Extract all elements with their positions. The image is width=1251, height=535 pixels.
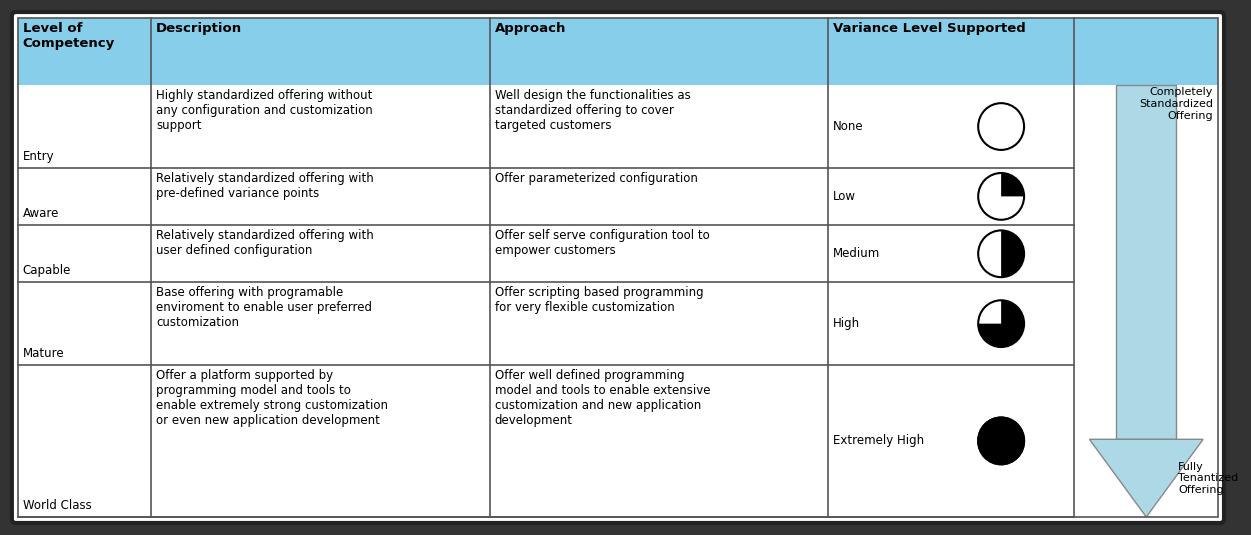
Polygon shape — [1001, 173, 1025, 196]
Polygon shape — [1090, 439, 1203, 517]
Text: Medium: Medium — [833, 247, 881, 261]
Polygon shape — [978, 300, 1025, 347]
Ellipse shape — [978, 103, 1025, 150]
Ellipse shape — [978, 417, 1025, 464]
Text: Level of
Competency: Level of Competency — [23, 22, 115, 50]
Bar — [18, 86, 1075, 167]
Ellipse shape — [978, 231, 1025, 277]
Bar — [18, 225, 1075, 282]
Text: Well design the functionalities as
standardized offering to cover
targeted custo: Well design the functionalities as stand… — [494, 89, 691, 132]
Text: Completely
Standardized
Offering: Completely Standardized Offering — [1140, 87, 1213, 120]
Text: Highly standardized offering without
any configuration and customization
support: Highly standardized offering without any… — [156, 89, 373, 132]
Bar — [1116, 86, 1176, 439]
Ellipse shape — [978, 173, 1025, 220]
Text: World Class: World Class — [23, 499, 91, 512]
Text: Entry: Entry — [23, 150, 54, 163]
Text: Low: Low — [833, 190, 856, 203]
Text: Capable: Capable — [23, 264, 71, 278]
Text: Fully
Tenantized
Offering: Fully Tenantized Offering — [1178, 462, 1238, 495]
Ellipse shape — [978, 417, 1025, 464]
Bar — [18, 18, 1218, 86]
Text: Relatively standardized offering with
pre-defined variance points: Relatively standardized offering with pr… — [156, 172, 374, 200]
Bar — [18, 365, 1075, 517]
Text: Description: Description — [156, 22, 243, 35]
Bar — [18, 282, 1075, 365]
Text: None: None — [833, 120, 863, 133]
Text: Offer well defined programming
model and tools to enable extensive
customization: Offer well defined programming model and… — [494, 369, 711, 427]
Bar — [18, 167, 1075, 225]
Text: Relatively standardized offering with
user defined configuration: Relatively standardized offering with us… — [156, 229, 374, 257]
Polygon shape — [1001, 231, 1025, 277]
Text: Offer scripting based programming
for very flexible customization: Offer scripting based programming for ve… — [494, 286, 703, 315]
Text: Extremely High: Extremely High — [833, 434, 924, 447]
Text: High: High — [833, 317, 861, 330]
Text: Offer self serve configuration tool to
empower customers: Offer self serve configuration tool to e… — [494, 229, 709, 257]
Ellipse shape — [978, 300, 1025, 347]
Text: Variance Level Supported: Variance Level Supported — [833, 22, 1026, 35]
Text: Mature: Mature — [23, 347, 64, 360]
Text: Offer parameterized configuration: Offer parameterized configuration — [494, 172, 698, 185]
Text: Base offering with programable
enviroment to enable user preferred
customization: Base offering with programable enviromen… — [156, 286, 372, 330]
Text: Approach: Approach — [494, 22, 565, 35]
Text: Aware: Aware — [23, 207, 59, 220]
FancyBboxPatch shape — [11, 12, 1223, 523]
Text: Offer a platform supported by
programming model and tools to
enable extremely st: Offer a platform supported by programmin… — [156, 369, 388, 427]
